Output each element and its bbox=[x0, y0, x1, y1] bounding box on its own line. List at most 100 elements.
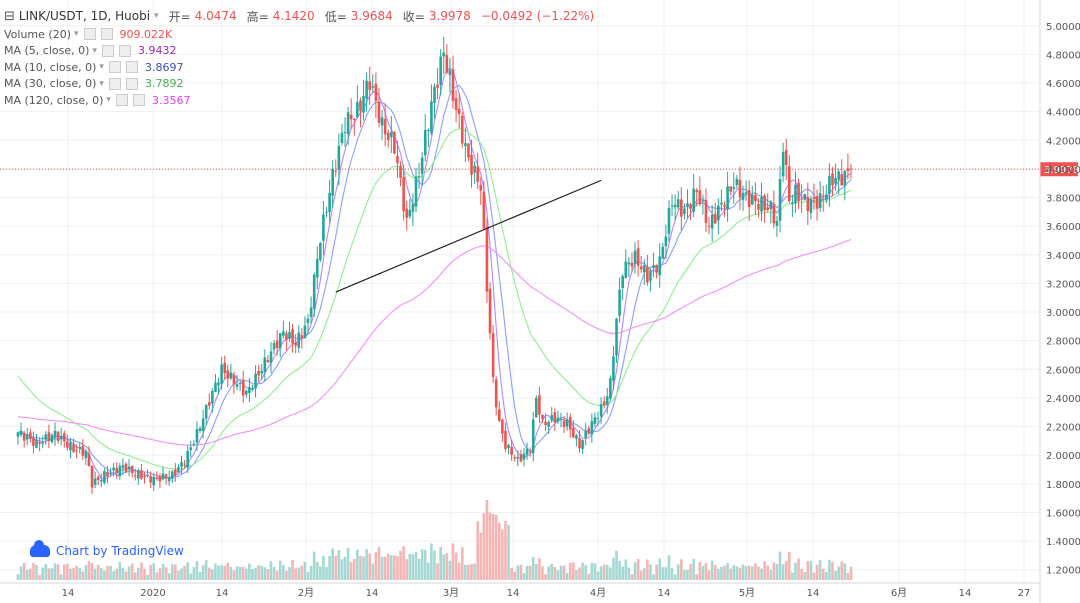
candle[interactable] bbox=[356, 85, 359, 119]
candle[interactable] bbox=[587, 425, 591, 436]
candle[interactable] bbox=[791, 194, 794, 218]
candle[interactable] bbox=[282, 320, 285, 339]
candle[interactable] bbox=[207, 393, 211, 410]
candle[interactable] bbox=[72, 438, 75, 454]
candle[interactable] bbox=[266, 355, 270, 363]
candle[interactable] bbox=[834, 163, 837, 191]
candle[interactable] bbox=[294, 334, 297, 354]
candle[interactable] bbox=[667, 200, 671, 242]
candle[interactable] bbox=[130, 465, 134, 478]
candle[interactable] bbox=[254, 365, 257, 398]
candle[interactable] bbox=[315, 246, 319, 289]
candle[interactable] bbox=[803, 193, 807, 201]
candle[interactable] bbox=[50, 433, 54, 444]
candle[interactable] bbox=[118, 462, 122, 480]
candle[interactable] bbox=[448, 57, 452, 93]
candle[interactable] bbox=[56, 430, 60, 444]
candle[interactable] bbox=[605, 387, 609, 414]
close-icon[interactable] bbox=[118, 44, 131, 57]
candle[interactable] bbox=[609, 375, 612, 401]
candle[interactable] bbox=[525, 442, 529, 460]
candle[interactable] bbox=[479, 177, 483, 205]
candle[interactable] bbox=[541, 414, 544, 423]
candle[interactable] bbox=[331, 160, 334, 208]
candle[interactable] bbox=[528, 447, 532, 457]
candle[interactable] bbox=[710, 205, 714, 242]
candle[interactable] bbox=[167, 470, 171, 486]
candle[interactable] bbox=[396, 140, 399, 178]
candle[interactable] bbox=[90, 465, 94, 495]
candle[interactable] bbox=[214, 373, 217, 393]
candle[interactable] bbox=[806, 182, 810, 225]
settings-icon[interactable] bbox=[115, 94, 128, 107]
candle[interactable] bbox=[778, 165, 782, 233]
candle[interactable] bbox=[627, 256, 631, 277]
candle[interactable] bbox=[683, 203, 686, 220]
candle[interactable] bbox=[825, 184, 828, 204]
candle[interactable] bbox=[846, 153, 850, 180]
candle[interactable] bbox=[843, 169, 847, 201]
candle[interactable] bbox=[66, 434, 69, 451]
tradingview-watermark[interactable]: Chart by TradingView bbox=[30, 540, 184, 558]
candle[interactable] bbox=[775, 215, 779, 238]
candle[interactable] bbox=[501, 418, 504, 442]
candle[interactable] bbox=[621, 273, 624, 300]
candle[interactable] bbox=[29, 428, 32, 443]
candle[interactable] bbox=[470, 139, 473, 188]
candle[interactable] bbox=[531, 411, 535, 462]
candle[interactable] bbox=[325, 206, 328, 218]
candle[interactable] bbox=[652, 252, 655, 278]
candle[interactable] bbox=[575, 433, 578, 447]
candle[interactable] bbox=[380, 109, 384, 140]
candle[interactable] bbox=[423, 114, 427, 162]
candle[interactable] bbox=[615, 317, 618, 363]
candle[interactable] bbox=[812, 183, 816, 210]
candle[interactable] bbox=[328, 179, 331, 224]
candle[interactable] bbox=[177, 464, 180, 473]
candle[interactable] bbox=[69, 437, 72, 459]
candle[interactable] bbox=[402, 164, 405, 221]
candle[interactable] bbox=[359, 97, 362, 128]
candle[interactable] bbox=[257, 365, 260, 382]
candle[interactable] bbox=[809, 195, 813, 220]
candle[interactable] bbox=[245, 389, 248, 398]
candle[interactable] bbox=[22, 430, 26, 448]
candle[interactable] bbox=[25, 427, 29, 446]
candle[interactable] bbox=[414, 167, 418, 213]
settings-icon[interactable] bbox=[83, 28, 96, 41]
candle[interactable] bbox=[78, 442, 82, 454]
candle[interactable] bbox=[460, 112, 464, 148]
candle[interactable] bbox=[686, 189, 689, 218]
candle[interactable] bbox=[390, 116, 393, 154]
candle[interactable] bbox=[303, 316, 307, 339]
candle[interactable] bbox=[164, 473, 168, 485]
candle[interactable] bbox=[636, 239, 640, 277]
candle[interactable] bbox=[322, 200, 325, 255]
candle[interactable] bbox=[35, 433, 38, 449]
chevron-down-icon[interactable]: ▾ bbox=[106, 95, 111, 106]
candle[interactable] bbox=[19, 422, 23, 438]
candle[interactable] bbox=[760, 182, 763, 222]
candle[interactable] bbox=[547, 420, 550, 435]
candle[interactable] bbox=[235, 375, 239, 391]
close-icon[interactable] bbox=[125, 61, 138, 74]
candle[interactable] bbox=[211, 388, 214, 413]
candle[interactable] bbox=[840, 159, 844, 186]
candle[interactable] bbox=[158, 473, 162, 489]
indicator-row[interactable]: MA (10, close, 0) ▾ 3.8697 bbox=[4, 59, 594, 76]
candle[interactable] bbox=[433, 83, 436, 119]
candle[interactable] bbox=[201, 409, 205, 439]
time-axis[interactable]: 14 2020 14 2月 14 3月 14 4月 14 5月 14 6月 14 27 bbox=[0, 582, 1040, 599]
candle[interactable] bbox=[497, 401, 501, 423]
candle[interactable] bbox=[220, 356, 223, 390]
candle[interactable] bbox=[137, 468, 140, 485]
candle[interactable] bbox=[124, 462, 128, 473]
candle[interactable] bbox=[787, 155, 791, 204]
candle[interactable] bbox=[658, 243, 662, 288]
candle[interactable] bbox=[513, 454, 517, 462]
candle[interactable] bbox=[704, 188, 708, 232]
candle[interactable] bbox=[766, 193, 769, 213]
candle[interactable] bbox=[695, 187, 699, 207]
candle[interactable] bbox=[170, 470, 174, 483]
